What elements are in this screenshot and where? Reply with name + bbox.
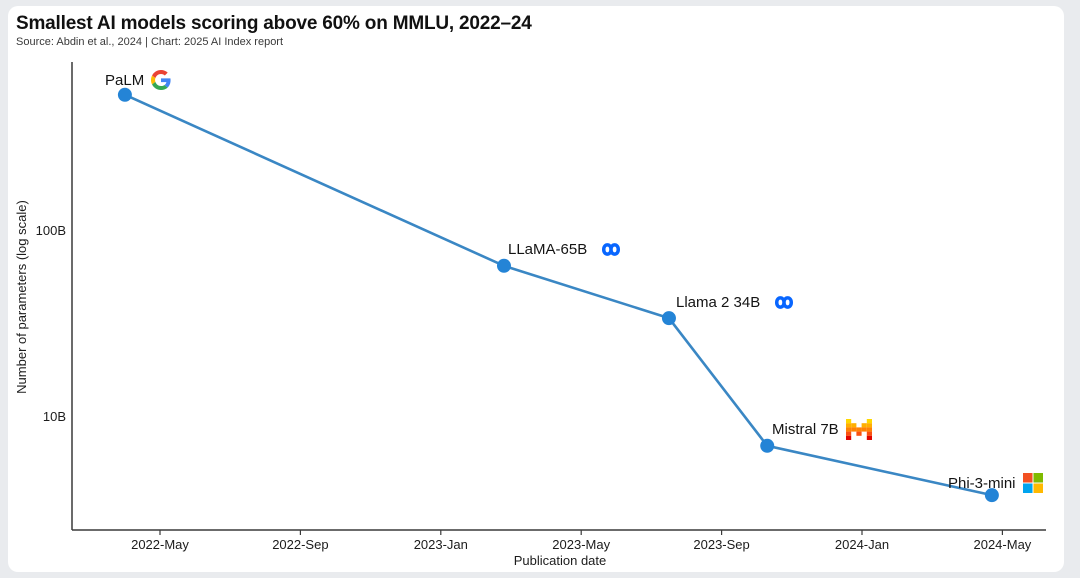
data-point-marker: [117, 87, 132, 102]
data-point-marker: [496, 258, 511, 273]
chart-source: Source: Abdin et al., 2024 | Chart: 2025…: [16, 36, 284, 48]
data-point-marker: [760, 438, 775, 453]
trend-line: [124, 93, 993, 497]
chart-card: [8, 6, 1064, 572]
data-point-marker: [984, 488, 999, 503]
chart-title: Smallest AI models scoring above 60% on …: [16, 13, 532, 34]
data-point-marker: [661, 311, 676, 326]
